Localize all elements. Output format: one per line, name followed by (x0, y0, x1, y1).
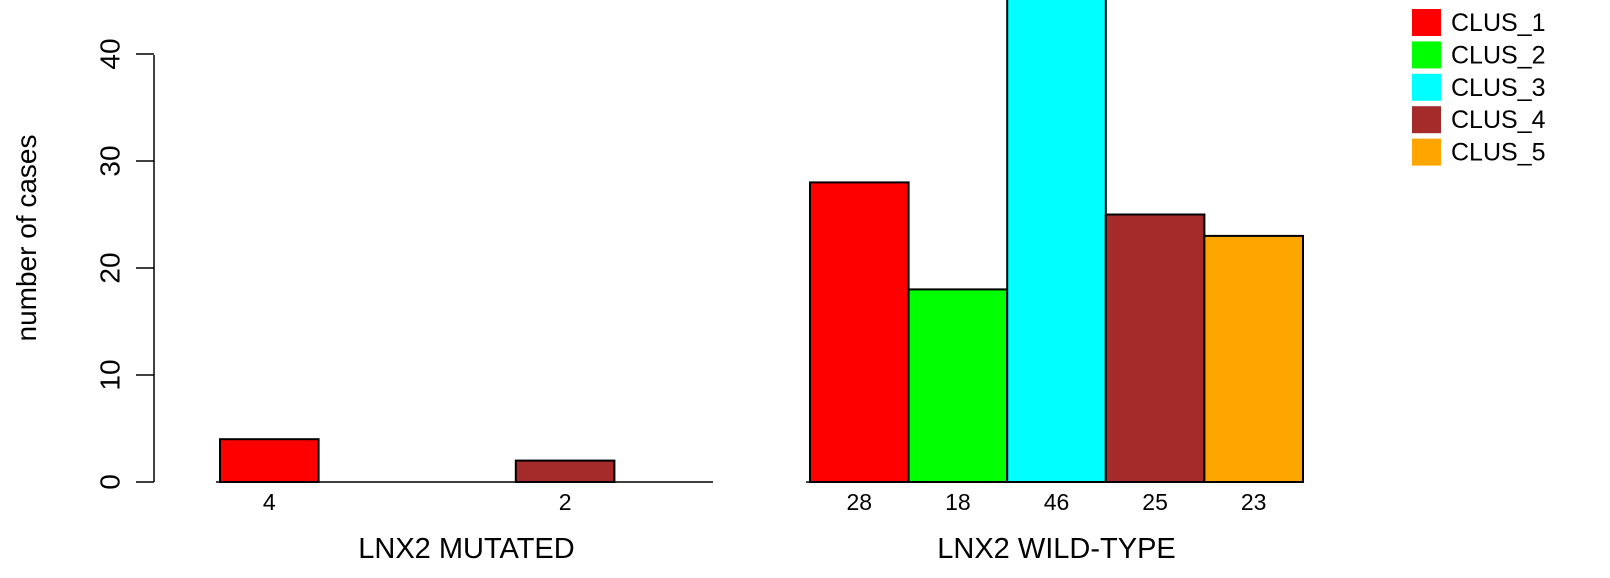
legend: CLUS_1 CLUS_2 CLUS_3 CLUS_4 CLUS_5 (1412, 9, 1546, 167)
y-tick-label: 30 (95, 145, 126, 176)
y-tick-label: 10 (95, 359, 126, 390)
y-tick-label: 20 (95, 252, 126, 283)
bar-value-label: 25 (1142, 489, 1168, 515)
bar-value-label: 2 (559, 489, 572, 515)
bar-group: 4 2 LNX2 MUTATED (216, 438, 713, 565)
legend-label: CLUS_2 (1451, 41, 1546, 69)
bar-value-label: 4 (263, 489, 276, 515)
bar (514, 459, 616, 484)
legend-swatch (1412, 41, 1441, 69)
legend-label: CLUS_5 (1451, 139, 1546, 167)
bar (219, 438, 320, 484)
bar (907, 288, 1009, 483)
legend-label: CLUS_4 (1451, 106, 1546, 134)
y-axis: 0 10 20 30 40 number of cases (11, 38, 155, 490)
bar (809, 181, 910, 483)
bar (1006, 0, 1107, 484)
y-tick-label: 0 (95, 474, 126, 490)
legend-swatch (1412, 138, 1441, 166)
legend-label: CLUS_1 (1451, 9, 1546, 37)
legend-swatch (1412, 9, 1441, 36)
y-tick-label: 40 (95, 38, 126, 69)
group-label: LNX2 WILD-TYPE (937, 533, 1176, 565)
y-axis-label: number of cases (11, 135, 42, 342)
legend-swatch (1412, 106, 1441, 134)
bar (1203, 234, 1305, 483)
legend-label: CLUS_3 (1451, 74, 1546, 102)
bar-group: 28 18 46 25 23 LNX2 WILD-TYPE (806, 0, 1305, 565)
bar-groups: 4 2 LNX2 MUTATED 28 18 46 25 23 LNX2 WILD-TYPE (216, 0, 1305, 565)
y-axis-ticks: 0 10 20 30 40 (95, 38, 154, 490)
legend-swatch (1412, 73, 1441, 101)
bar-value-label: 23 (1241, 489, 1267, 515)
bar (1104, 213, 1206, 483)
group-label: LNX2 MUTATED (358, 533, 574, 565)
bar-value-label: 28 (847, 489, 873, 515)
bar-value-label: 46 (1044, 489, 1070, 515)
bar-value-label: 18 (945, 489, 971, 515)
